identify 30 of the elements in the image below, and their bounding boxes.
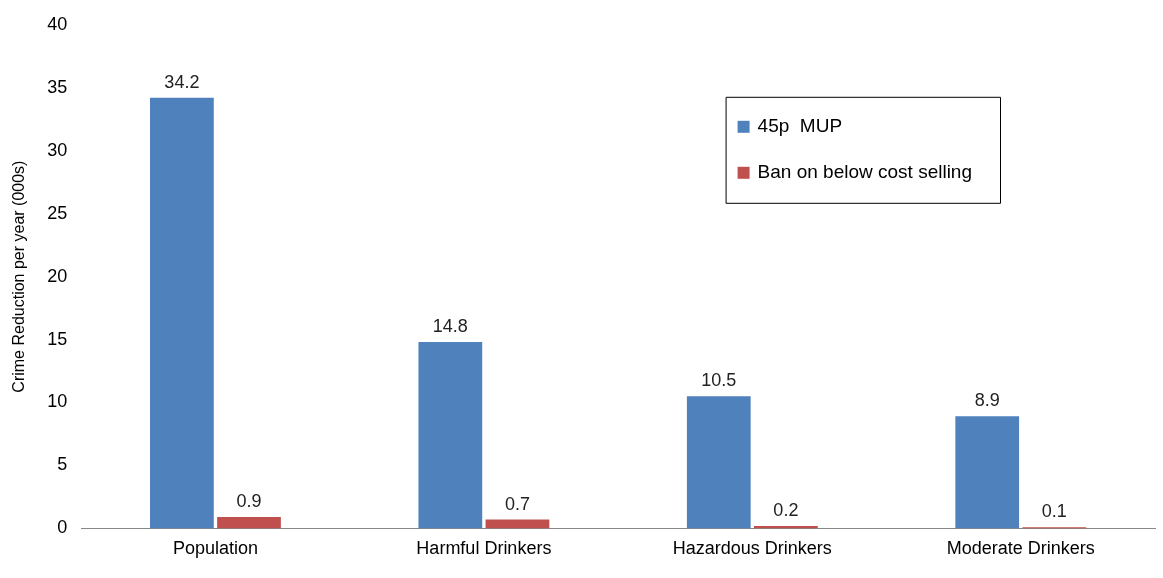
data-label: 14.8 bbox=[432, 316, 468, 337]
bar bbox=[485, 519, 550, 529]
data-label: 0.2 bbox=[773, 499, 799, 520]
legend-label: 45p MUP bbox=[757, 115, 843, 137]
bar bbox=[418, 342, 483, 529]
data-label: 8.9 bbox=[974, 390, 1000, 411]
x-tick-label: Hazardous Drinkers bbox=[672, 538, 832, 559]
legend-label: Ban on below cost selling bbox=[757, 161, 973, 183]
y-tick-label: 0 bbox=[57, 517, 68, 538]
data-label: 0.1 bbox=[1041, 501, 1067, 522]
data-label: 34.2 bbox=[164, 71, 200, 92]
y-tick-label: 15 bbox=[47, 328, 68, 349]
bar bbox=[955, 416, 1020, 529]
y-tick-label: 35 bbox=[47, 76, 68, 97]
y-tick-label: 10 bbox=[47, 391, 68, 412]
bar bbox=[150, 97, 214, 529]
data-label: 10.5 bbox=[701, 370, 737, 391]
x-tick-label: Moderate Drinkers bbox=[946, 538, 1095, 559]
x-tick-label: Population bbox=[172, 538, 258, 559]
y-tick-label: 30 bbox=[47, 139, 68, 160]
y-axis-title: Crime Reduction per year (000s) bbox=[10, 160, 28, 393]
data-label: 0.9 bbox=[236, 491, 262, 512]
x-tick-label: Harmful Drinkers bbox=[416, 538, 552, 559]
y-tick-label: 5 bbox=[57, 454, 68, 475]
bar bbox=[217, 517, 281, 529]
y-tick-label: 25 bbox=[47, 202, 68, 223]
bar bbox=[686, 396, 751, 529]
y-tick-label: 40 bbox=[47, 13, 68, 34]
data-label: 0.7 bbox=[504, 493, 530, 514]
y-tick-label: 20 bbox=[47, 265, 68, 286]
